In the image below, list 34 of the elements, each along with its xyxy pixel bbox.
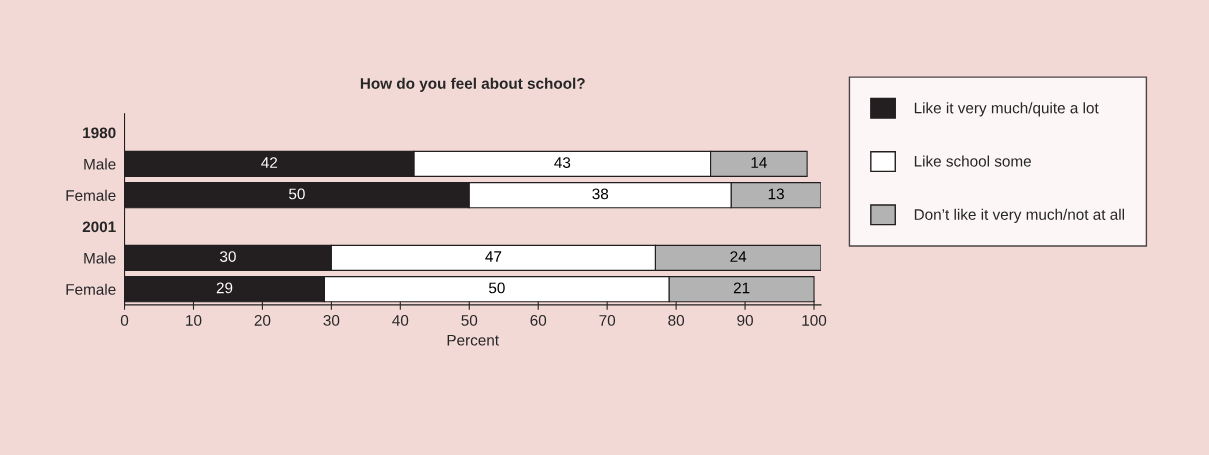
y-tick-label: Male — [84, 252, 116, 264]
x-tick-label: 30 — [323, 314, 340, 326]
chart-title: How do you feel about school? — [360, 77, 585, 92]
x-tick-label: 70 — [599, 314, 616, 326]
data-label: 47 — [485, 251, 502, 262]
y-tick-label: Male — [84, 158, 116, 170]
data-label: 50 — [488, 282, 505, 294]
x-tick-label: 40 — [392, 314, 409, 326]
data-label: 29 — [216, 282, 233, 294]
y-tick-label: 1980 — [83, 127, 116, 139]
data-label: 13 — [768, 188, 784, 200]
data-label: 30 — [220, 251, 236, 262]
data-label: 21 — [733, 282, 750, 294]
x-tick-label: 10 — [186, 314, 202, 326]
x-tick-label: 60 — [530, 314, 547, 326]
data-label: 14 — [751, 157, 767, 168]
data-label: 43 — [554, 157, 571, 168]
x-tick-label: 20 — [254, 314, 271, 326]
x-tick-label: 80 — [668, 314, 685, 326]
data-label: 24 — [730, 251, 747, 262]
data-label: 38 — [592, 188, 609, 200]
legend-label: Like it very much/quite a lot — [914, 102, 1099, 117]
x-tick-label: 100 — [802, 314, 827, 326]
x-axis-title: Percent — [447, 334, 499, 346]
y-tick-label: Female — [66, 189, 116, 201]
x-tick-label: 0 — [120, 314, 129, 326]
legend-label: Don’t like it very much/not at all — [914, 208, 1125, 223]
data-label: 42 — [261, 157, 278, 168]
legend-label: Like school some — [914, 155, 1031, 167]
x-tick-label: 90 — [737, 314, 753, 326]
data-label: 50 — [289, 188, 305, 200]
y-tick-label: Female — [66, 283, 116, 295]
y-tick-label: 2001 — [82, 221, 116, 233]
x-tick-label: 50 — [461, 314, 478, 326]
